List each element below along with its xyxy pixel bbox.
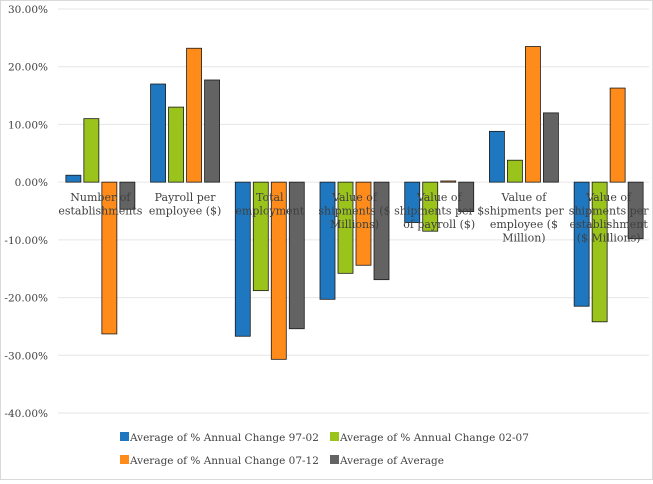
y-tick-label: 10.00% — [8, 119, 48, 131]
bar — [507, 159, 523, 183]
legend-label: Average of % Annual Change 07-12 — [129, 455, 319, 467]
legend-swatch — [330, 455, 339, 464]
bar — [440, 180, 457, 183]
bar — [288, 181, 305, 330]
legend-label: Average of % Annual Change 02-07 — [339, 432, 529, 444]
y-tick-label: 0.00% — [15, 177, 48, 189]
bar — [270, 181, 287, 360]
bar — [609, 87, 626, 183]
bar — [168, 106, 184, 183]
bar — [373, 181, 390, 281]
bar — [404, 181, 421, 223]
bar — [355, 181, 372, 266]
x-tick-label: Payroll per employee ($) — [149, 191, 221, 218]
bar — [319, 181, 336, 300]
bar — [252, 181, 269, 292]
x-tick-label: Value of shipments per employee ($ Million) — [484, 191, 564, 245]
x-tick-label: Number of establishments — [58, 191, 142, 218]
bar — [150, 83, 166, 183]
bar — [234, 181, 251, 337]
bar — [525, 46, 541, 183]
bar — [65, 174, 82, 183]
bar — [627, 181, 644, 240]
y-tick-label: 30.00% — [8, 4, 48, 16]
bar — [101, 181, 118, 335]
x-tick-label: Value of shipments ($ Millions) — [318, 191, 390, 231]
legend-label: Average of % Annual Change 97-02 — [129, 432, 319, 444]
x-tick-label: Value of shipments per establishment ($ Mil… — [569, 191, 649, 245]
bar — [543, 112, 559, 183]
y-tick-label: -30.00% — [4, 350, 48, 362]
legend-swatch — [120, 455, 129, 464]
bar — [186, 47, 202, 183]
y-tick-label: 20.00% — [8, 62, 48, 74]
legend-swatch — [330, 432, 339, 441]
y-tick-label: -10.00% — [4, 235, 48, 247]
bar — [489, 130, 505, 183]
bar — [119, 181, 136, 210]
y-tick-label: -20.00% — [4, 293, 48, 305]
x-tick-label: Value of shipments per $ of payroll ($) — [394, 191, 484, 231]
bar — [458, 181, 475, 212]
y-tick-label: -40.00% — [4, 408, 48, 420]
bar — [83, 118, 100, 183]
bar — [337, 181, 354, 274]
bar — [573, 181, 590, 307]
x-tick-label: Total employment — [235, 191, 304, 218]
bar — [422, 181, 439, 232]
legend-swatch — [120, 432, 129, 441]
bar — [591, 181, 608, 323]
legend-label: Average of Average — [339, 455, 444, 467]
bar — [204, 79, 220, 183]
